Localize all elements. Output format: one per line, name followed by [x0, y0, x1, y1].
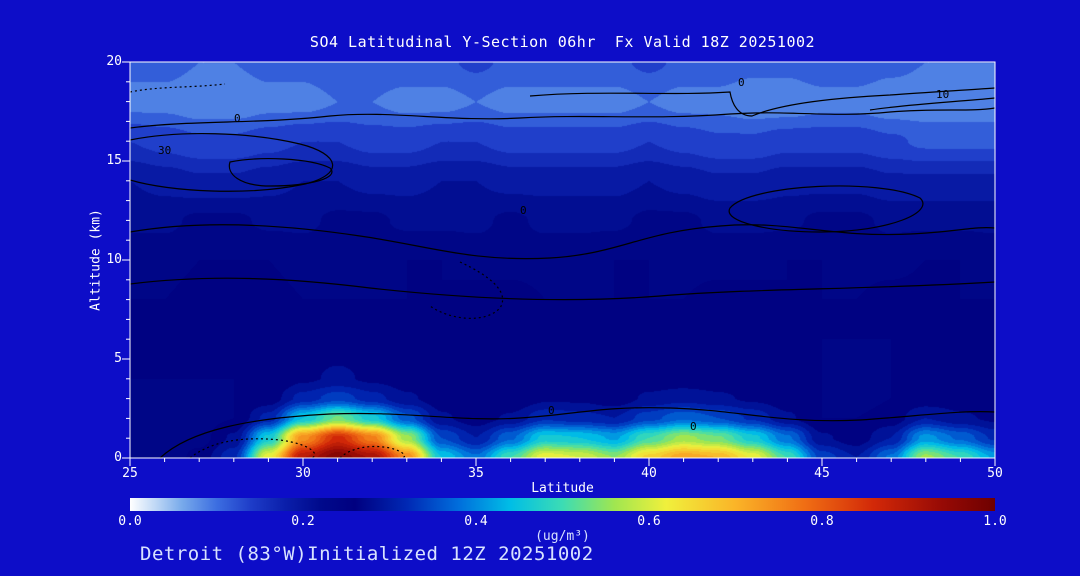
colorbar-tick-label: 0.8: [810, 514, 834, 529]
y-tick-label: 0: [114, 450, 122, 465]
plot-title: SO4 Latitudinal Y-Section 06hr Fx Valid …: [309, 33, 816, 51]
colorbar-gradient: [130, 498, 995, 511]
colorbar-tick-label: 0.0: [118, 514, 142, 529]
x-tick-label: 30: [295, 466, 311, 481]
footer-caption: Detroit (83°W)Initialized 12Z 20251002: [140, 543, 594, 565]
x-tick-label: 35: [468, 466, 484, 481]
x-tick-label: 25: [122, 466, 138, 481]
heatmap-canvas: [130, 62, 995, 458]
x-tick-label: 45: [814, 466, 830, 481]
y-tick-label: 5: [114, 351, 122, 366]
colorbar-units: (ug/m³): [535, 529, 590, 544]
x-tick-label: 40: [641, 466, 657, 481]
x-tick-label: 50: [987, 466, 1003, 481]
y-tick-label: 20: [106, 54, 122, 69]
colorbar-tick-label: 0.6: [637, 514, 661, 529]
colorbar-tick-label: 0.4: [464, 514, 488, 529]
y-tick-label: 15: [106, 153, 122, 168]
colorbar-tick-label: 0.2: [291, 514, 315, 529]
colorbar-tick-label: 1.0: [983, 514, 1007, 529]
x-axis-title: Latitude: [531, 481, 594, 496]
plot-area: 0 0 10 30 0 0 0: [130, 62, 995, 458]
y-axis-title: Altitude (km): [88, 209, 104, 311]
